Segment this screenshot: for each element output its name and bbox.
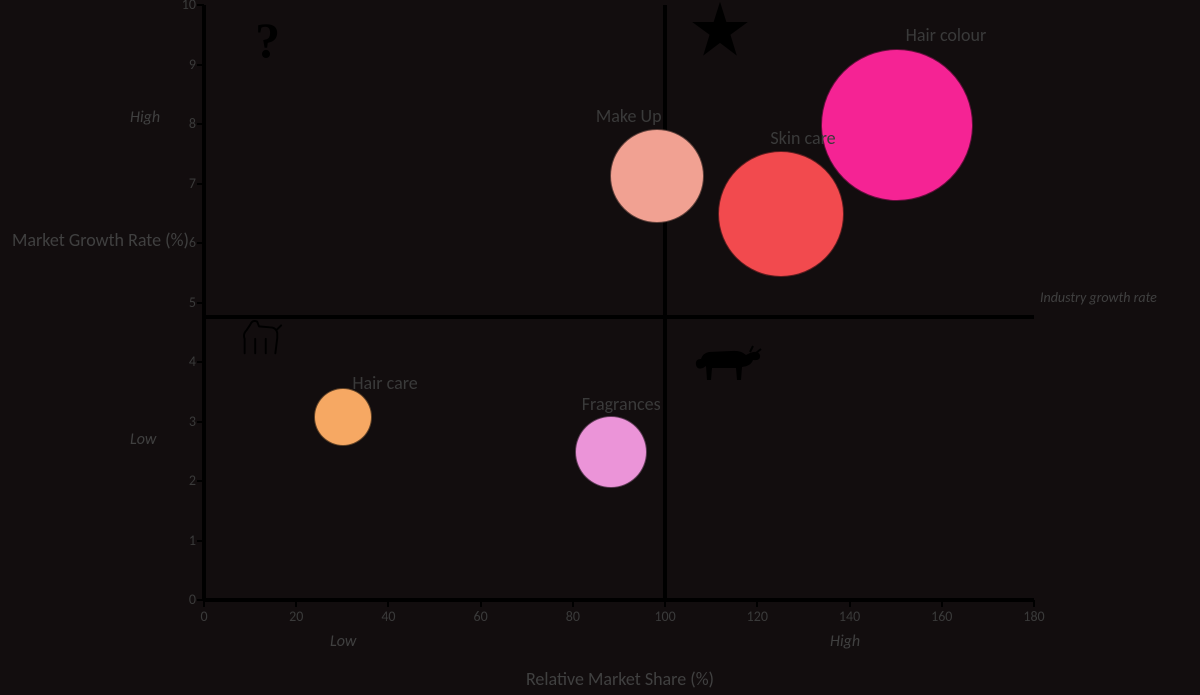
bubble xyxy=(575,416,647,488)
bubble-label: Fragrances xyxy=(582,393,661,415)
y-axis-title-text: Market Growth Rate (%) xyxy=(12,229,189,251)
bubble-label: Hair care xyxy=(352,372,417,394)
y-tick-label: 2 xyxy=(172,472,196,489)
y-tick-label: 7 xyxy=(172,175,196,192)
bubble-label: Make Up xyxy=(596,105,662,127)
y-tick-label: 4 xyxy=(172,353,196,370)
x-tick-label: 120 xyxy=(739,608,775,625)
x-tick-label: 20 xyxy=(278,608,314,625)
x-tick-label: 80 xyxy=(555,608,591,625)
x-tick-label: 160 xyxy=(924,608,960,625)
y-tick-label: 3 xyxy=(172,413,196,430)
y-tick-label: 9 xyxy=(172,56,196,73)
x-axis-title: Relative Market Share (%) xyxy=(420,668,820,690)
bubble-label: Hair colour xyxy=(906,24,987,46)
y-tick-label: 8 xyxy=(172,115,196,132)
x-tick-label: 100 xyxy=(647,608,683,625)
y-tick-label: 10 xyxy=(172,0,196,13)
y-tick-label: 6 xyxy=(172,234,196,251)
y-axis-title: Market Growth Rate (%) xyxy=(12,230,184,252)
cash-cow-icon xyxy=(691,335,766,390)
industry-growth-note-text: Industry growth rate xyxy=(1040,289,1157,306)
x-tick-label: 0 xyxy=(186,608,222,625)
bcg-matrix-chart: Market Growth Rate (%) High Low Relative… xyxy=(0,0,1200,695)
y-tick-label: 5 xyxy=(172,294,196,311)
y-tick-label: 1 xyxy=(172,532,196,549)
star-icon xyxy=(691,0,749,58)
dog-icon xyxy=(236,311,284,359)
x-tick-label: 180 xyxy=(1016,608,1052,625)
bubble xyxy=(610,129,704,223)
y-section-low: Low xyxy=(130,430,156,449)
bubble xyxy=(821,49,973,201)
y-section-high: High xyxy=(130,108,160,127)
x-tick-label: 140 xyxy=(832,608,868,625)
bubble-label: Skin care xyxy=(770,127,835,149)
plot-area: 020406080100120140160180012345678910Hair… xyxy=(204,5,1034,600)
x-section-low: Low xyxy=(330,632,356,651)
x-tick-label: 60 xyxy=(463,608,499,625)
x-tick-label: 40 xyxy=(370,608,406,625)
industry-growth-note: Industry growth rate xyxy=(1040,290,1160,306)
bubble xyxy=(718,151,844,277)
y-tick-label: 0 xyxy=(172,591,196,608)
x-section-high: High xyxy=(830,632,860,651)
bubble xyxy=(314,388,372,446)
question-mark-icon: ? xyxy=(255,11,280,69)
